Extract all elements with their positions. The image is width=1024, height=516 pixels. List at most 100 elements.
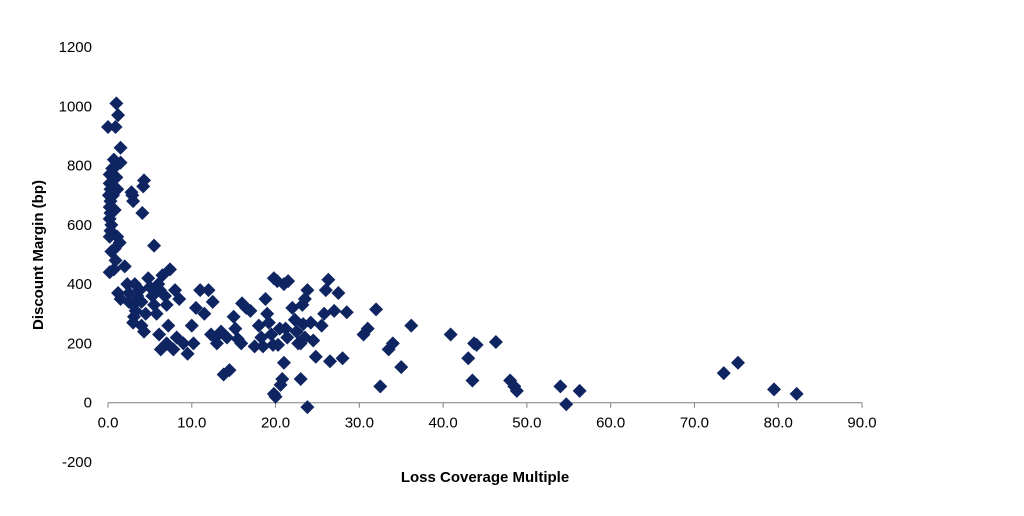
data-point [339, 305, 354, 320]
data-point [716, 366, 731, 381]
y-tick-label: 600 [67, 217, 92, 234]
data-point [201, 283, 216, 298]
data-point [323, 354, 338, 369]
data-point [268, 389, 283, 404]
data-point [188, 300, 203, 315]
data-point [385, 336, 400, 351]
data-point [137, 324, 152, 339]
data-point [503, 373, 518, 388]
data-point [108, 120, 123, 135]
data-point [767, 382, 782, 397]
data-point [289, 324, 304, 339]
data-point [152, 327, 167, 342]
data-point [254, 330, 269, 345]
data-point [394, 360, 409, 375]
data-point [331, 286, 346, 301]
data-point [335, 351, 350, 366]
data-points [101, 96, 804, 415]
data-point [373, 379, 388, 394]
x-tick-label: 40.0 [429, 415, 458, 432]
data-point [161, 318, 176, 333]
y-tick-label: 1200 [59, 39, 92, 56]
data-point [162, 262, 177, 277]
data-point [300, 283, 315, 298]
data-point [138, 306, 153, 321]
data-point [147, 238, 162, 253]
data-point [197, 306, 212, 321]
data-point [107, 203, 122, 218]
x-axis-title: Loss Coverage Multiple [401, 469, 569, 486]
data-point [317, 306, 332, 321]
data-point [465, 373, 480, 388]
x-axis-tick-labels: 0.0 10.0 20.0 30.0 40.0 50.0 60.0 70.0 80.0 90.0 [98, 415, 877, 432]
data-point [209, 336, 224, 351]
data-point [251, 318, 266, 333]
data-point [106, 262, 121, 277]
y-tick-label: 800 [67, 158, 92, 175]
data-point [243, 303, 258, 318]
data-point [318, 283, 333, 298]
data-point [789, 386, 804, 401]
data-point [180, 346, 195, 361]
data-point [572, 383, 587, 398]
y-tick-label: 200 [67, 335, 92, 352]
data-point [461, 351, 476, 366]
data-point [113, 140, 128, 155]
data-point [280, 330, 295, 345]
data-point [264, 327, 279, 342]
data-point [193, 283, 208, 298]
x-axis-tick-marks [107, 402, 863, 408]
data-point [281, 274, 296, 289]
data-point [172, 291, 187, 306]
data-point [110, 182, 125, 197]
x-tick-label: 0.0 [98, 415, 119, 432]
data-point [226, 309, 241, 324]
data-point [219, 330, 234, 345]
data-point [137, 173, 152, 188]
data-point [260, 306, 275, 321]
data-point [141, 271, 156, 286]
x-tick-label: 10.0 [177, 415, 206, 432]
data-point [300, 400, 315, 415]
data-point [234, 336, 249, 351]
data-point [369, 302, 384, 317]
data-point [157, 289, 172, 303]
data-point [360, 321, 375, 336]
data-point [166, 342, 181, 357]
data-point [278, 321, 293, 336]
data-point [149, 306, 164, 321]
data-point [271, 337, 286, 352]
data-point [553, 379, 568, 394]
x-tick-label: 90.0 [847, 415, 876, 432]
data-point [102, 229, 117, 244]
data-point [306, 333, 321, 348]
data-point [314, 318, 329, 333]
data-point [109, 158, 124, 173]
data-point [293, 336, 308, 351]
data-point [321, 272, 336, 287]
data-point [111, 108, 126, 123]
data-point [559, 397, 574, 412]
data-point [222, 363, 237, 378]
data-point [184, 318, 199, 333]
data-point [285, 300, 300, 315]
data-point [276, 355, 291, 370]
data-point [124, 185, 139, 200]
data-point [132, 283, 147, 298]
data-point [101, 120, 115, 135]
y-tick-label: 1000 [59, 98, 92, 115]
data-point [117, 259, 132, 274]
data-point [108, 253, 123, 268]
data-point [261, 315, 276, 330]
y-tick-label: 400 [67, 276, 92, 293]
x-tick-label: 20.0 [261, 415, 290, 432]
x-tick-label: 30.0 [345, 415, 374, 432]
data-point [488, 334, 503, 349]
data-point [228, 321, 243, 336]
y-tick-label: 0 [84, 395, 92, 412]
data-point [258, 291, 273, 306]
y-axis-tick-labels: -200 0 200 400 600 800 1000 1200 [59, 39, 92, 471]
data-point [176, 336, 191, 351]
x-tick-label: 60.0 [596, 415, 625, 432]
data-point [303, 315, 318, 330]
